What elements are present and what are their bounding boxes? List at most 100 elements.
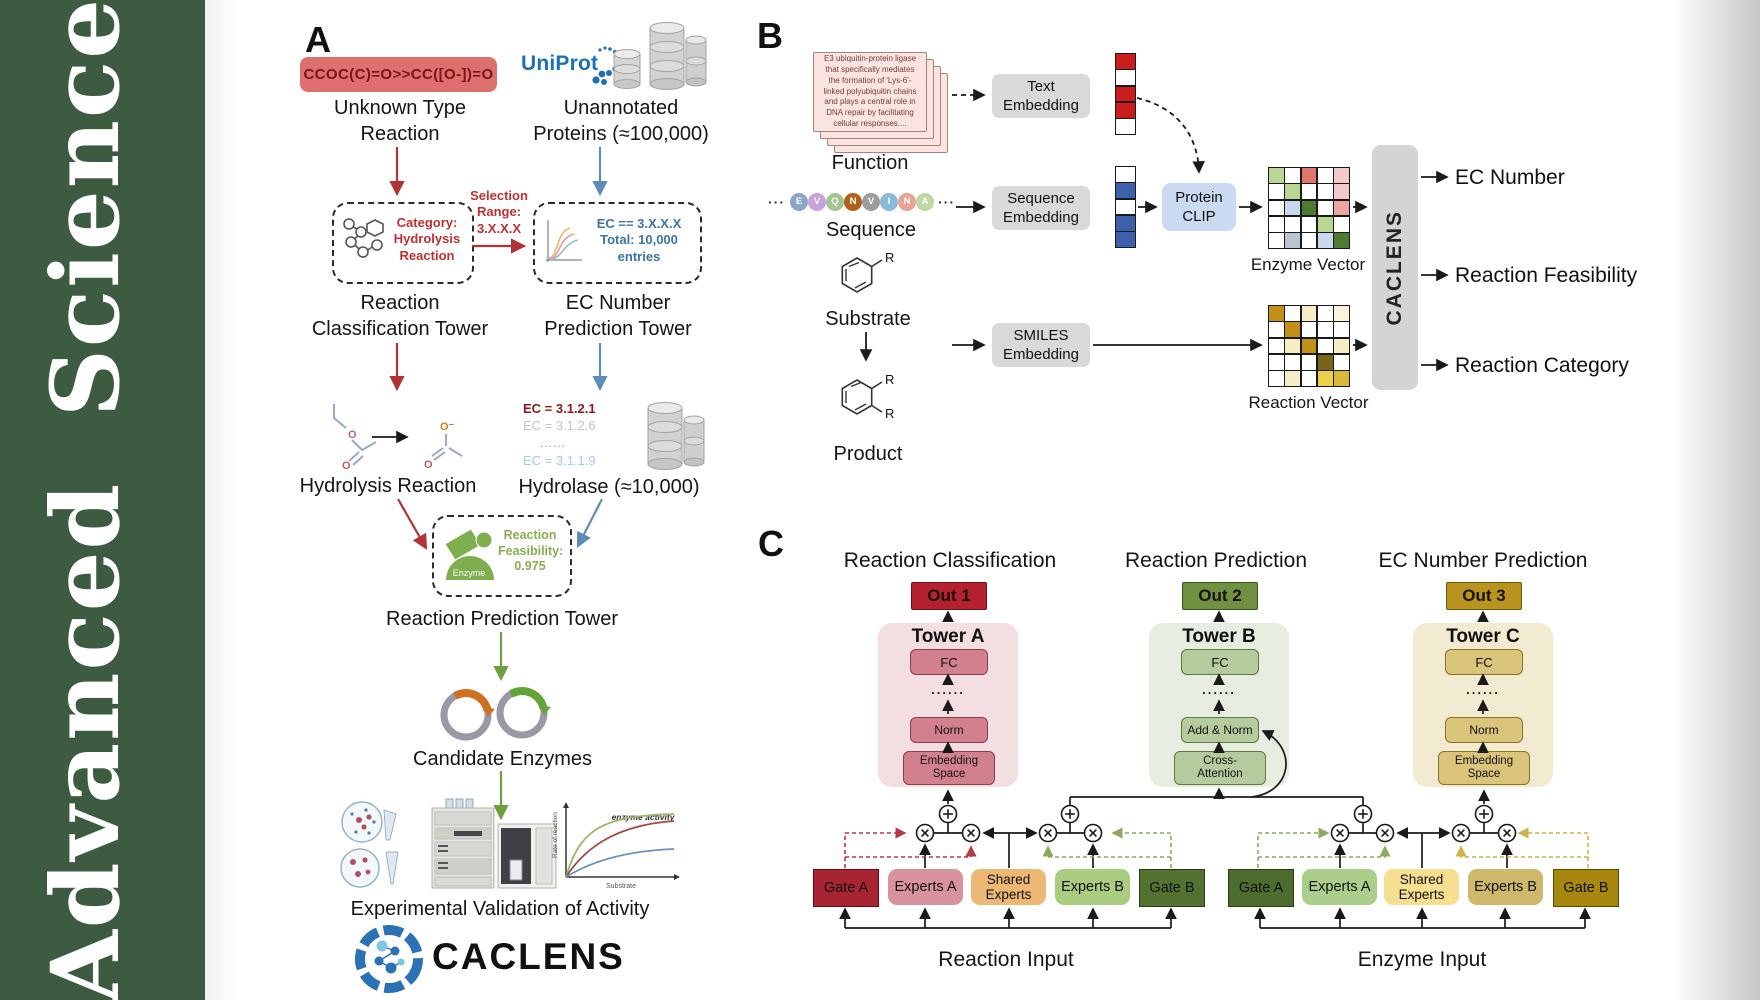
vector-cell [1116,119,1135,134]
substrate-structure: R [841,250,894,293]
tower-c: Tower C FC ...... Norm Embedding Space [1413,623,1553,787]
vector-cell [1317,184,1333,200]
reaction-input-label: Reaction Input [938,948,1074,971]
vector-cell [1334,184,1349,200]
output-reaction-category: Reaction Category [1455,354,1629,377]
vector-cell [1334,216,1349,232]
vector-cell [1285,168,1301,183]
vector-cell [1285,200,1301,216]
vector-cell [1269,233,1284,248]
svg-text:O: O [348,429,357,441]
unknown-reaction-label: Unknown Type Reaction [334,97,466,145]
ec-selection-box [533,202,702,284]
vector-cell [1116,70,1135,86]
substrate-r-label: R [885,250,894,265]
feasibility-text: Reaction Feasibility: 0.975 [498,528,564,574]
product-structure: R R [841,372,894,421]
vector-cell [1116,86,1135,102]
reaction-gate-b: Gate B [1139,869,1205,907]
function-card-text: E3 ubiquitin-protein ligase that specifi… [823,54,917,128]
hplc-instrument-icon [431,798,557,889]
page-shadow-right [1672,0,1760,1000]
product-r-label-top: R [885,372,894,387]
vector-cell [1269,306,1284,321]
column-title-reaction-classification: Reaction Classification [843,549,1057,572]
reaction-gate-a: Gate A [813,869,879,907]
vector-cell [1269,371,1284,386]
out3-box: Out 3 [1446,582,1522,610]
enzyme-input-label: Enzyme Input [1357,948,1487,971]
reaction-shared-experts: Shared Experts [971,869,1046,905]
category-hydrolysis-text: Category: Hydrolysis Reaction [393,215,461,263]
vector-cell [1334,233,1349,248]
caclens-logo-text: CACLENS [432,936,625,977]
sequence-label: Sequence [825,219,917,241]
database-icon [613,22,707,90]
database-icon-2 [647,402,705,470]
vector-cell [1301,322,1317,338]
reaction-experts-a: Experts A [888,869,963,905]
vector-cell [1285,216,1301,232]
tower-a-title: Tower A [911,626,985,647]
vector-cell [1116,167,1135,182]
vector-cell [1334,200,1349,216]
vector-cell [1317,322,1333,338]
vector-cell [1116,215,1135,231]
kinetics-title: enzyme activity [612,812,676,822]
tower-c-title: Tower C [1446,626,1520,647]
vector-cell [1285,306,1301,321]
reaction-vector-matrix [1268,305,1350,387]
vector-cell [1301,233,1317,248]
residue-circle: E [790,193,808,211]
function-card-stack: E3 ubiquitin-protein ligase that specifi… [813,52,948,154]
vector-cell [1317,306,1333,321]
tower-b: Tower B FC ...... Add & Norm Cross- Atte… [1149,623,1289,787]
ec-item-dots: ...... [540,436,567,450]
residue-circle: V [808,193,826,211]
reaction-prediction-tower-label: Reaction Prediction Tower [386,608,618,630]
candidate-enzymes-label: Candidate Enzymes [413,748,592,770]
vector-cell [1317,233,1333,248]
vector-cell [1317,354,1333,370]
vector-cell [1269,322,1284,338]
vector-cell [1301,216,1317,232]
svg-text:O: O [342,460,351,470]
feasibility-box [432,515,572,597]
vector-cell [1301,200,1317,216]
enzyme-gate-a: Gate A [1228,869,1294,907]
vector-cell [1269,200,1284,216]
out1-box: Out 1 [911,582,987,610]
residue-circle: V [862,193,880,211]
panel-c-label: C [758,523,784,564]
tower-b-add-norm: Add & Norm [1181,717,1259,743]
vector-cell [1285,354,1301,370]
vector-cell [1269,354,1284,370]
tower-a-norm: Norm [910,717,988,743]
substrate-label: Substrate [825,308,911,330]
vector-cell [1116,199,1135,215]
vector-cell [1301,338,1317,354]
curves-chart-icon [546,220,582,262]
hydrolase-label: Hydrolase (≈10,000) [518,476,700,498]
vector-cell [1285,184,1301,200]
vector-cell [1269,216,1284,232]
caclens-module-bar: CACLENS [1372,145,1418,390]
vector-cell [1269,184,1284,200]
sequence-ellipsis-right: ··· [938,194,955,210]
reaction-experts-b: Experts B [1055,869,1130,905]
enzyme-icon-label: Enzyme [453,568,486,578]
reaction-vector-label: Reaction Vector [1248,393,1369,412]
vector-cell [1301,354,1317,370]
uniprot-logo-text: UniProt [521,52,599,75]
vector-cell [1334,168,1349,183]
vector-cell [1285,338,1301,354]
svg-text:O: O [424,459,433,470]
vector-cell [1285,322,1301,338]
tower-b-title: Tower B [1182,626,1256,647]
vector-cell [1116,102,1135,118]
column-title-reaction-prediction: Reaction Prediction [1124,549,1308,572]
caclens-module-label: CACLENS [1383,209,1406,326]
reaction-classification-result-box [332,202,474,284]
enzyme-vector-label: Enzyme Vector [1250,255,1366,274]
svg-text:O⁻: O⁻ [440,421,455,433]
